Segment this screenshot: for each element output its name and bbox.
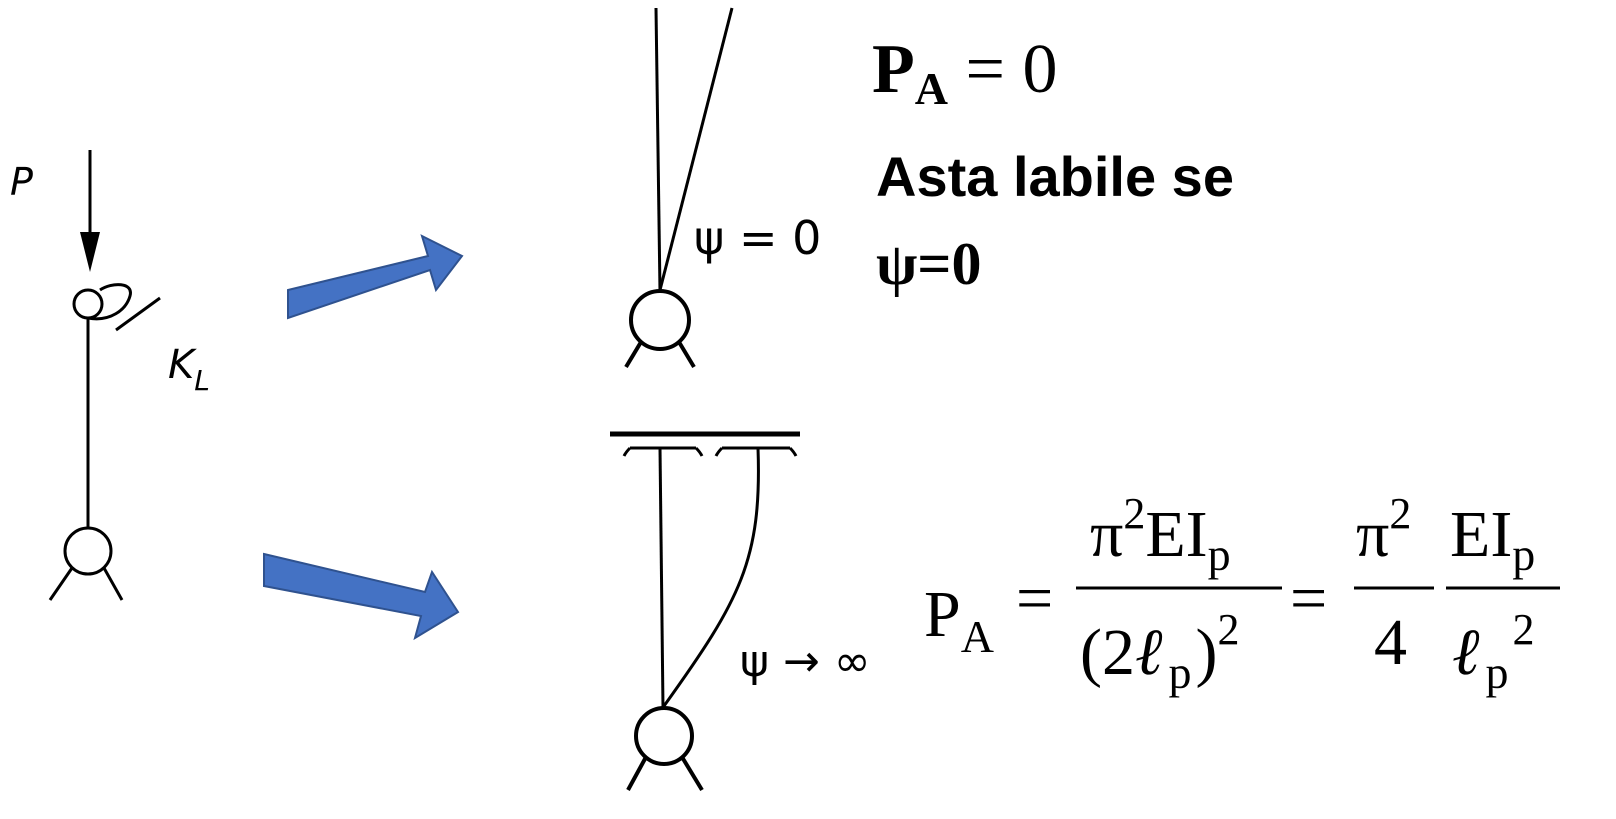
fraction-2: π2 4 bbox=[1354, 489, 1434, 679]
arrow-to-top-case bbox=[287, 234, 464, 320]
unstable-text: Asta labile se bbox=[876, 145, 1234, 208]
fraction-1-numerator: π2EIp bbox=[1090, 489, 1231, 580]
sliding-guide-left bbox=[622, 446, 704, 457]
euler-load-formula: PA = π2EIp (2ℓ p)2 = π2 4 EIp ℓ p2 bbox=[924, 489, 1560, 698]
fraction-2-denominator: 4 bbox=[1374, 606, 1407, 679]
fraction-1-denominator: (2ℓ p)2 bbox=[1080, 605, 1239, 698]
spring-label: KL bbox=[168, 342, 210, 397]
load-arrow bbox=[80, 150, 100, 272]
pin-support bbox=[48, 526, 124, 601]
bottom-case-diagram: ψ → ∞ bbox=[610, 431, 871, 792]
equals-sign-1: = bbox=[1016, 562, 1053, 635]
formula-lhs: PA bbox=[924, 578, 994, 662]
fraction-3-numerator: EIp bbox=[1450, 498, 1535, 580]
undeformed-column bbox=[654, 7, 662, 293]
pin-support bbox=[626, 706, 704, 792]
fraction-2-numerator: π2 bbox=[1356, 489, 1411, 571]
equals-sign-2: = bbox=[1290, 562, 1327, 635]
column-with-spring: P KL bbox=[10, 150, 210, 601]
top-case-diagram: ψ = 0 bbox=[624, 7, 821, 369]
fraction-1: π2EIp (2ℓ p)2 bbox=[1076, 489, 1282, 698]
psi-zero-label: ψ = 0 bbox=[694, 211, 821, 265]
fraction-3-denominator: ℓ p2 bbox=[1452, 605, 1535, 698]
rotated-column bbox=[658, 7, 734, 291]
sliding-guide-right bbox=[714, 446, 798, 457]
fraction-3: EIp ℓ p2 bbox=[1446, 498, 1560, 698]
buckled-column bbox=[662, 447, 760, 707]
critical-load-zero: PA = 0 bbox=[872, 31, 1057, 114]
arrow-to-bottom-case bbox=[263, 552, 460, 641]
top-case-result: PA = 0 Asta labile se ψ=0 bbox=[872, 31, 1234, 297]
load-label: P bbox=[10, 160, 33, 204]
pin-support bbox=[624, 289, 696, 369]
undeformed-column bbox=[658, 447, 665, 709]
psi-infinity-label: ψ → ∞ bbox=[740, 636, 871, 687]
psi-zero-condition: ψ=0 bbox=[876, 231, 981, 297]
